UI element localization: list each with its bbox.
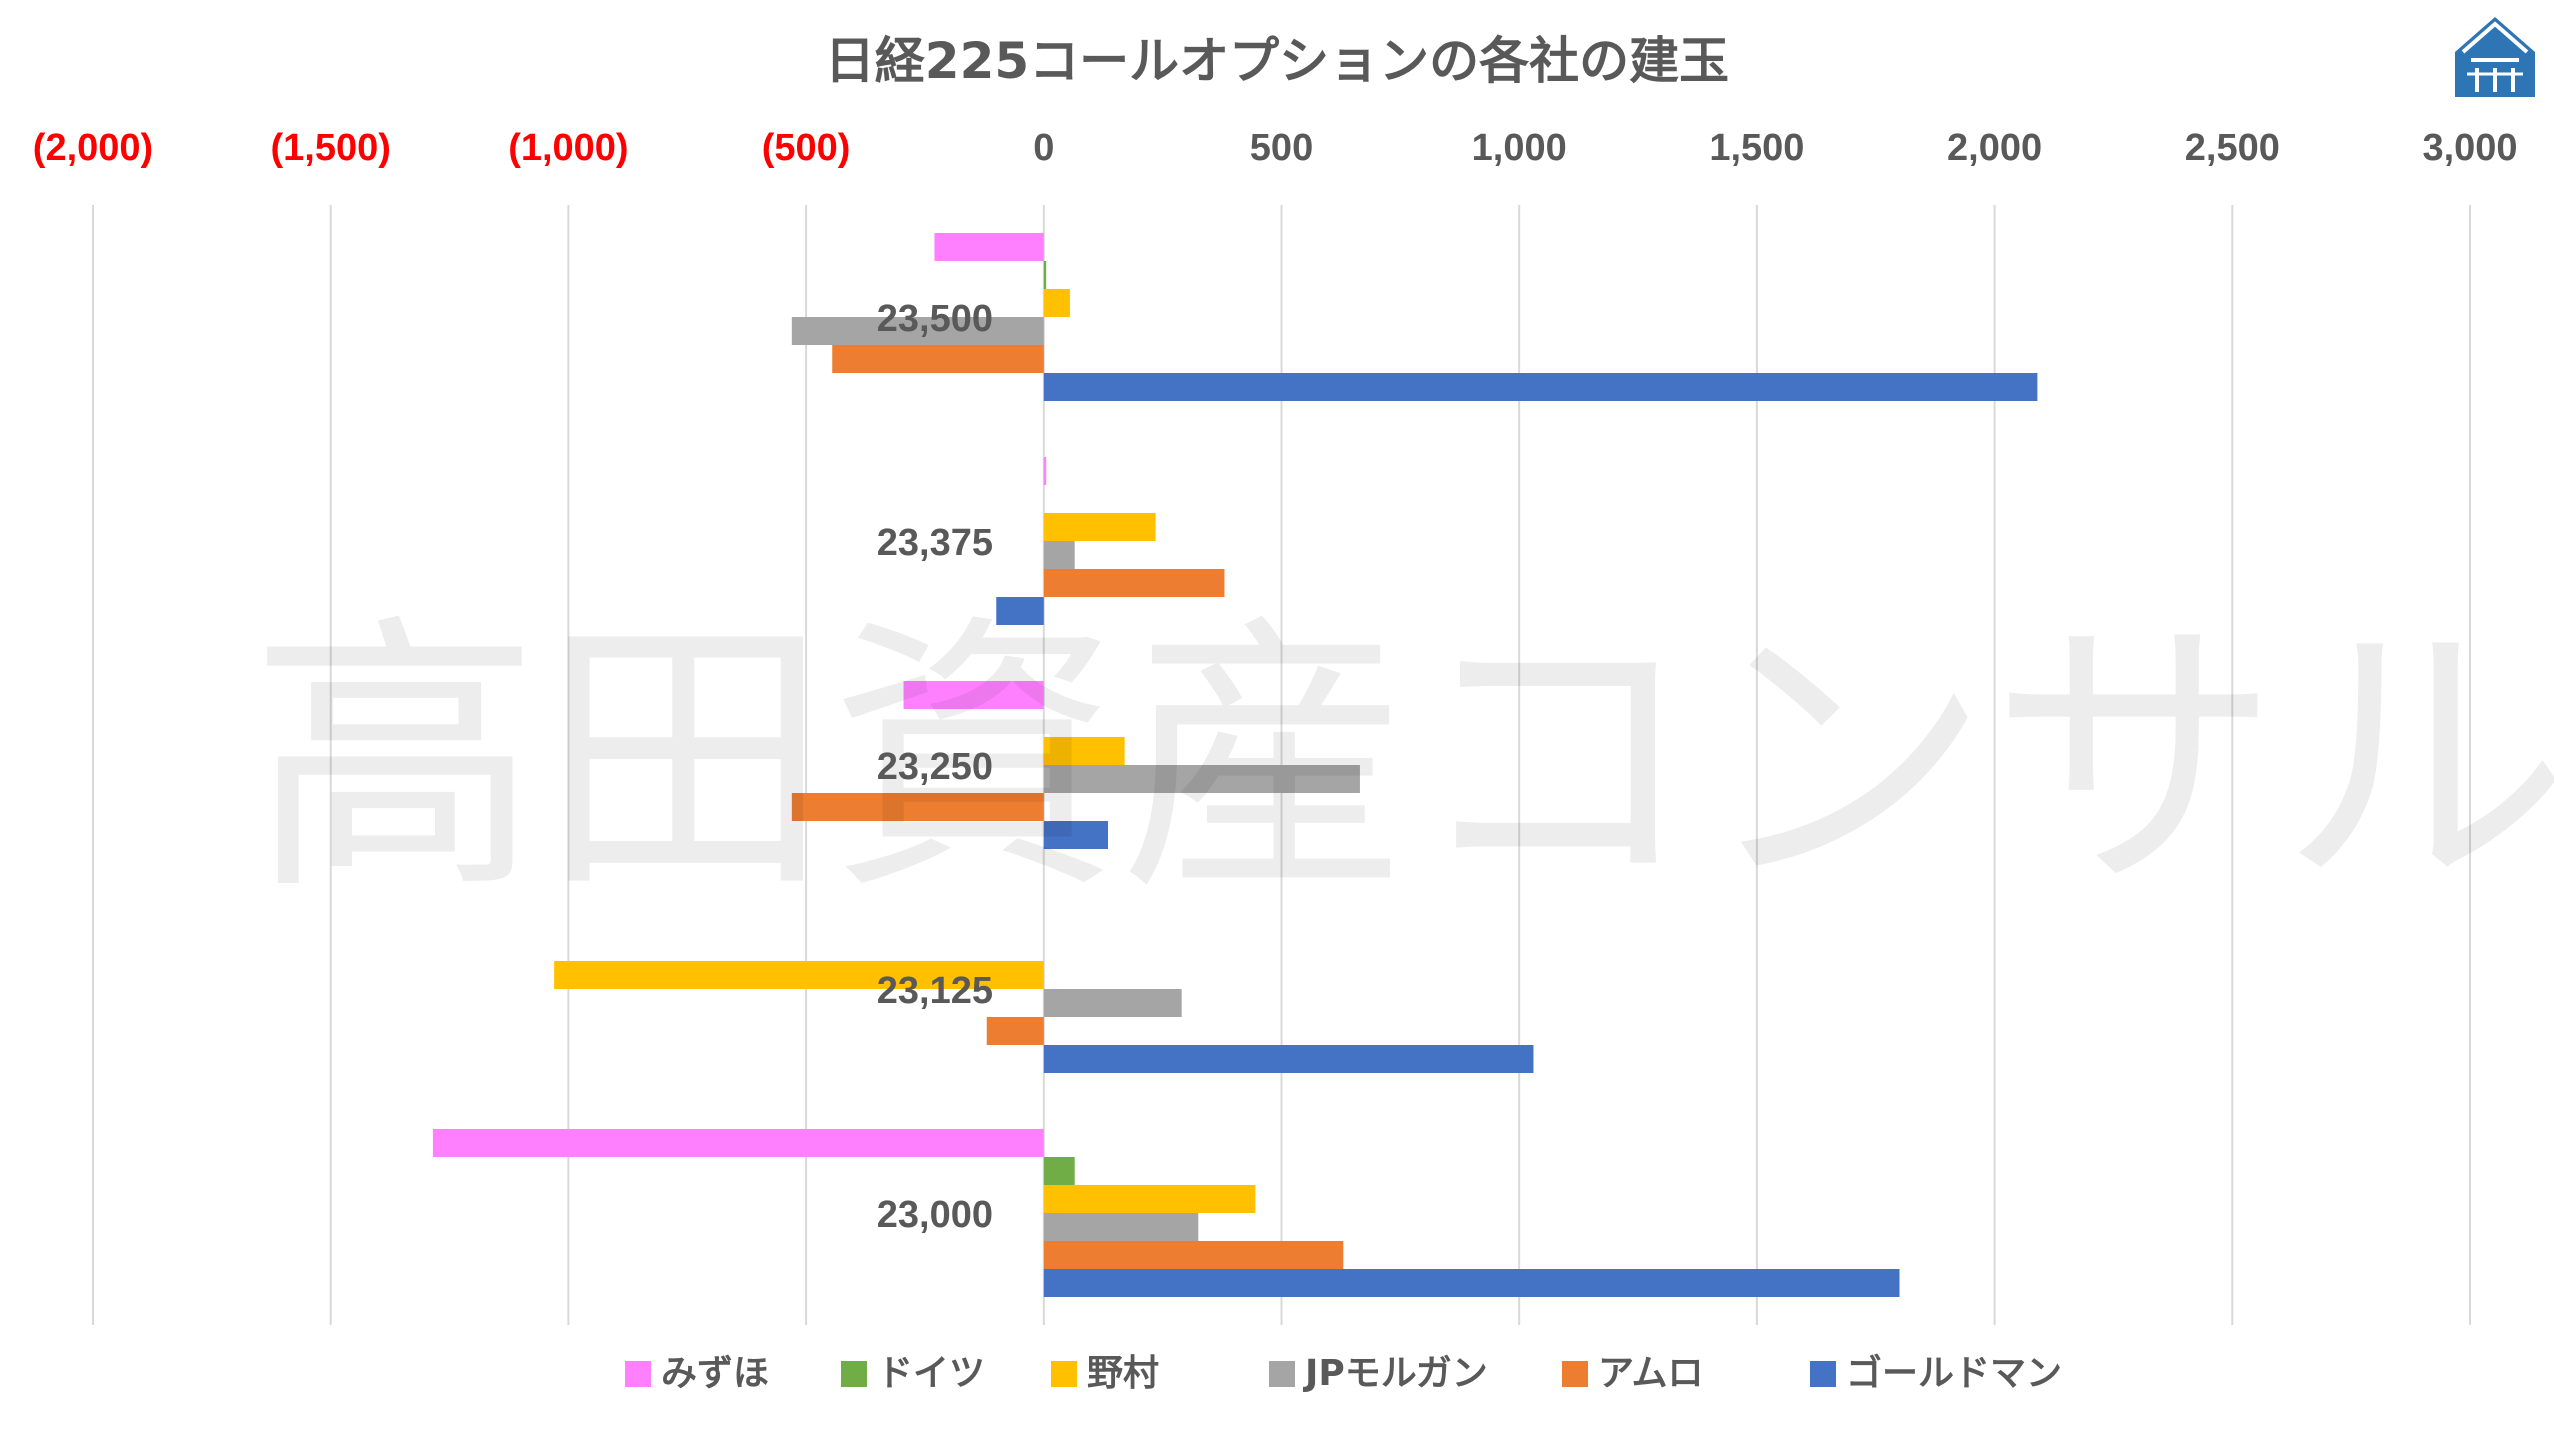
bar: [996, 597, 1044, 625]
bar: [1043, 989, 1182, 1017]
bar: [791, 793, 1044, 821]
watermark: 高田資産コンサル: [250, 592, 2554, 929]
legend-label: ゴールドマン: [1846, 1352, 2062, 1394]
bar: [1043, 1185, 1256, 1213]
bar: [986, 1017, 1044, 1045]
bar: [1043, 513, 1156, 541]
bar: [1043, 737, 1125, 765]
x-tick-label: (1,500): [270, 127, 390, 169]
bar: [1043, 1241, 1344, 1269]
bar: [1043, 1269, 1900, 1297]
legend-item: みずほ: [625, 1353, 769, 1394]
bar: [1043, 289, 1070, 317]
bar: [791, 317, 1044, 345]
legend-item: アムロ: [1562, 1353, 1703, 1394]
legend-item: ゴールドマン: [1810, 1352, 2062, 1394]
bar: [1043, 1157, 1075, 1185]
x-tick-label: 2,500: [2185, 127, 2280, 169]
house-logo-icon: [2455, 17, 2535, 97]
category-label: 23,000: [877, 1194, 993, 1236]
bar: [432, 1129, 1044, 1157]
legend-item: 野村: [1051, 1353, 1159, 1394]
category-label: 23,500: [877, 298, 993, 340]
legend-label: 野村: [1087, 1353, 1159, 1394]
x-tick-label: 3,000: [2422, 127, 2517, 169]
bar: [832, 345, 1044, 373]
bar: [1043, 569, 1225, 597]
legend-swatch: [841, 1361, 867, 1387]
legend-label: みずほ: [661, 1353, 769, 1394]
legend-swatch: [1810, 1361, 1836, 1387]
legend-swatch: [1562, 1361, 1588, 1387]
bar: [1043, 541, 1075, 569]
bar: [934, 233, 1044, 261]
x-tick-label: 500: [1250, 127, 1313, 169]
bar: [1043, 457, 1047, 485]
x-tick-label: 2,000: [1947, 127, 2042, 169]
legend: みずほ ドイツ 野村 JPモルガン アムロ ゴールドマン: [625, 1352, 2062, 1394]
x-tick-label: 1,500: [1709, 127, 1804, 169]
x-tick-label: (500): [762, 127, 851, 169]
bar: [1043, 373, 2038, 401]
x-tick-label: 0: [1033, 127, 1054, 169]
legend-item: JPモルガン: [1269, 1353, 1488, 1394]
legend-swatch: [625, 1361, 651, 1387]
x-tick-label: (1,000): [508, 127, 628, 169]
bar: [1043, 765, 1360, 793]
bars: [432, 233, 2038, 1297]
category-label: 23,125: [877, 970, 993, 1012]
bar: [1043, 821, 1108, 849]
category-labels: 23,500 23,375 23,250 23,125 23,000: [877, 298, 993, 1236]
bar: [1043, 1045, 1534, 1073]
chart-title: 日経225コールオプションの各社の建玉: [825, 32, 1729, 90]
x-tick-label: 1,000: [1472, 127, 1567, 169]
legend-label: ドイツ: [877, 1353, 985, 1394]
legend-label: JPモルガン: [1302, 1353, 1488, 1394]
category-label: 23,375: [877, 522, 993, 564]
bar: [1043, 261, 1047, 289]
bar: [903, 681, 1044, 709]
x-axis-tick-labels: (2,000) (1,500) (1,000) (500) 0 500 1,000 1,500…: [33, 127, 2518, 169]
bar: [554, 961, 1044, 989]
legend-swatch: [1269, 1361, 1295, 1387]
category-label: 23,250: [877, 746, 993, 788]
bar: [1043, 1213, 1199, 1241]
x-tick-label: (2,000): [33, 127, 153, 169]
legend-label: アムロ: [1598, 1353, 1703, 1394]
legend-item: ドイツ: [841, 1353, 985, 1394]
legend-swatch: [1051, 1361, 1077, 1387]
